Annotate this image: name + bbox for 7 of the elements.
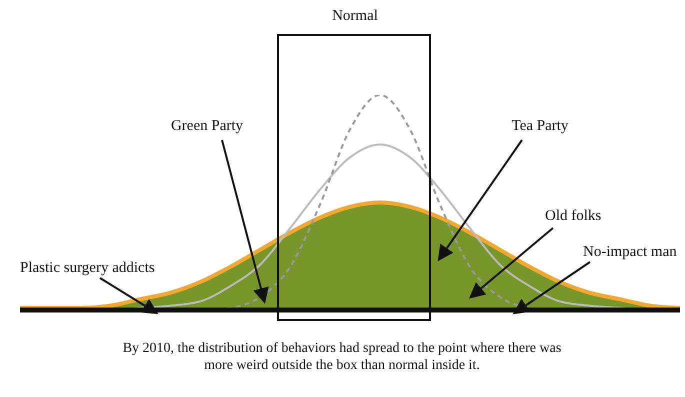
text: By 2010, the distribution of behaviors had spread to the point where there was more weird outside the box than normal inside it. [122, 340, 562, 374]
annotation: Old folks [545, 208, 602, 224]
annotation: Green Party [170, 118, 244, 134]
text: Normal [332, 8, 378, 24]
annotation: Plastic surgery addicts [20, 260, 155, 276]
annotation: Tea Party [512, 118, 569, 134]
annotation: No-impact man [583, 244, 678, 260]
